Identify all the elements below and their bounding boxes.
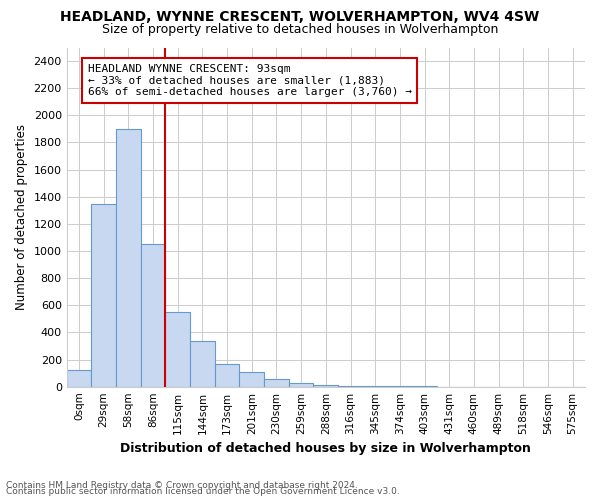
Bar: [190, 341, 215, 386]
Text: Contains HM Land Registry data © Crown copyright and database right 2024.: Contains HM Land Registry data © Crown c…: [6, 481, 358, 490]
X-axis label: Distribution of detached houses by size in Wolverhampton: Distribution of detached houses by size …: [121, 442, 531, 455]
Text: HEADLAND WYNNE CRESCENT: 93sqm
← 33% of detached houses are smaller (1,883)
66% : HEADLAND WYNNE CRESCENT: 93sqm ← 33% of …: [88, 64, 412, 97]
Bar: [289, 382, 313, 386]
Bar: [116, 129, 141, 386]
Bar: [264, 378, 289, 386]
Bar: [141, 244, 166, 386]
Text: Size of property relative to detached houses in Wolverhampton: Size of property relative to detached ho…: [102, 22, 498, 36]
Y-axis label: Number of detached properties: Number of detached properties: [15, 124, 28, 310]
Bar: [67, 370, 91, 386]
Bar: [166, 312, 190, 386]
Bar: [91, 204, 116, 386]
Bar: [239, 372, 264, 386]
Text: Contains public sector information licensed under the Open Government Licence v3: Contains public sector information licen…: [6, 487, 400, 496]
Bar: [215, 364, 239, 386]
Text: HEADLAND, WYNNE CRESCENT, WOLVERHAMPTON, WV4 4SW: HEADLAND, WYNNE CRESCENT, WOLVERHAMPTON,…: [61, 10, 539, 24]
